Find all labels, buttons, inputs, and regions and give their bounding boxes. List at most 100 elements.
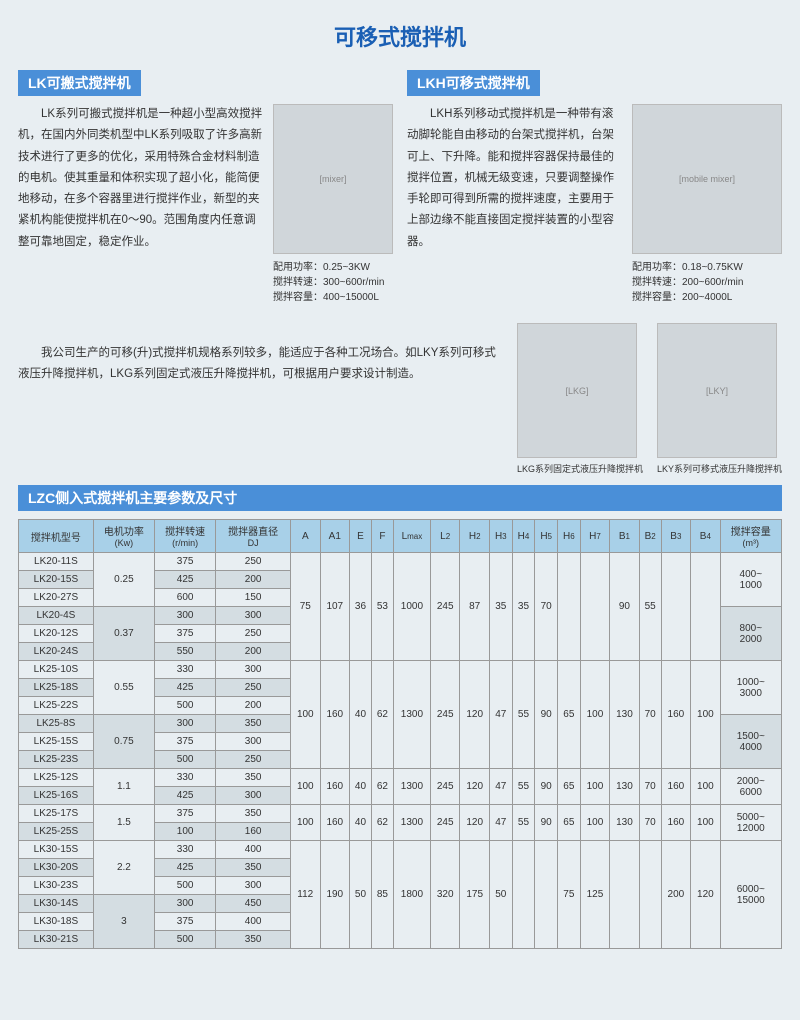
table-cell: 300	[216, 607, 291, 625]
table-cell: 70	[639, 661, 661, 769]
table-cell: 250	[216, 625, 291, 643]
table-cell: LK25-18S	[19, 679, 94, 697]
spec-table: 搅拌机型号 电机功率(Kw) 搅拌转速(r/min) 搅拌器直径DJ A A1 …	[18, 519, 782, 949]
lkg-block: [LKG] LKG系列固定式液压升降搅拌机	[517, 323, 643, 475]
table-cell: LK20-15S	[19, 571, 94, 589]
table-cell: 200	[216, 571, 291, 589]
table-cell: 330	[155, 661, 216, 679]
lky-block: [LKY] LKY系列可移式液压升降搅拌机	[657, 323, 782, 475]
table-cell: 160	[320, 805, 350, 841]
table-cell: 2000~ 6000	[720, 769, 781, 805]
table-cell: 500	[155, 697, 216, 715]
th-dj: 搅拌器直径DJ	[216, 520, 291, 553]
table-cell: 160	[320, 661, 350, 769]
th-lmax: Lmax	[393, 520, 430, 553]
table-cell: LK30-15S	[19, 841, 94, 859]
table-cell: LK25-25S	[19, 823, 94, 841]
table-cell: LK30-14S	[19, 895, 94, 913]
th-l2: L2	[430, 520, 460, 553]
lk-description: LK系列可搬式搅拌机是一种超小型高效搅拌机，在国内外同类机型中LK系列吸取了许多…	[18, 104, 263, 305]
table-cell: 425	[155, 787, 216, 805]
lk-spec-power: 配用功率：0.25~3KW	[273, 260, 393, 275]
table-cell: 245	[430, 661, 460, 769]
th-a: A	[291, 520, 321, 553]
table-cell: 70	[639, 769, 661, 805]
table-cell: 245	[430, 553, 460, 661]
lky-caption: LKY系列可移式液压升降搅拌机	[657, 462, 782, 475]
table-cell: 2.2	[93, 841, 154, 895]
table-cell: 100	[291, 805, 321, 841]
table-cell	[580, 553, 610, 661]
table-cell: 0.25	[93, 553, 154, 607]
th-h2: H2	[460, 520, 490, 553]
table-cell: 47	[489, 805, 512, 841]
table-cell: 55	[639, 553, 661, 661]
table-cell: 100	[580, 769, 610, 805]
table-cell: 1300	[393, 661, 430, 769]
th-a1: A1	[320, 520, 350, 553]
table-cell: LK25-23S	[19, 751, 94, 769]
table-cell: LK20-11S	[19, 553, 94, 571]
table-cell: 400	[216, 913, 291, 931]
table-cell: 250	[216, 553, 291, 571]
th-e: E	[350, 520, 372, 553]
table-cell: 375	[155, 733, 216, 751]
lk-image-block: [mixer] 配用功率：0.25~3KW 搅拌转速：300~600r/min …	[273, 104, 393, 305]
mid-section: 我公司生产的可移(升)式搅拌机规格系列较多，能适应于各种工况场合。如LKY系列可…	[18, 323, 782, 475]
table-cell: 75	[291, 553, 321, 661]
table-cell: 87	[460, 553, 490, 661]
lk-product-image: [mixer]	[273, 104, 393, 254]
table-row: LK25-17S1.537535010016040621300245120475…	[19, 805, 782, 823]
table-cell: 600	[155, 589, 216, 607]
table-row: LK20-11S0.253752507510736531000245873535…	[19, 553, 782, 571]
table-cell: 300	[216, 877, 291, 895]
table-row: LK25-10S0.553303001001604062130024512047…	[19, 661, 782, 679]
table-cell: 55	[512, 805, 535, 841]
table-cell: LK25-8S	[19, 715, 94, 733]
lk-column: LK可搬式搅拌机 LK系列可搬式搅拌机是一种超小型高效搅拌机，在国内外同类机型中…	[18, 70, 393, 305]
table-cell: 100	[580, 805, 610, 841]
table-cell: 300	[155, 607, 216, 625]
table-cell: 160	[216, 823, 291, 841]
th-f: F	[371, 520, 393, 553]
table-cell: 1300	[393, 805, 430, 841]
table-cell: 1.1	[93, 769, 154, 805]
lk-specs: 配用功率：0.25~3KW 搅拌转速：300~600r/min 搅拌容量：400…	[273, 260, 393, 305]
table-cell: 85	[371, 841, 393, 949]
table-cell: 125	[580, 841, 610, 949]
table-cell: 500	[155, 877, 216, 895]
table-cell: 0.75	[93, 715, 154, 769]
table-cell: LK20-12S	[19, 625, 94, 643]
table-cell: 0.37	[93, 607, 154, 661]
table-cell: 112	[291, 841, 321, 949]
table-cell: 1000	[393, 553, 430, 661]
table-cell: 70	[535, 553, 558, 661]
table-cell: 300	[216, 661, 291, 679]
table-cell: 450	[216, 895, 291, 913]
table-cell: 120	[460, 769, 490, 805]
table-cell: 47	[489, 661, 512, 769]
table-cell: LK25-17S	[19, 805, 94, 823]
mid-images: [LKG] LKG系列固定式液压升降搅拌机 [LKY] LKY系列可移式液压升降…	[517, 323, 782, 475]
table-cell: 120	[460, 661, 490, 769]
table-cell: 130	[610, 769, 640, 805]
table-cell: 47	[489, 769, 512, 805]
page-container: 可移式搅拌机 LK可搬式搅拌机 LK系列可搬式搅拌机是一种超小型高效搅拌机，在国…	[0, 0, 800, 961]
table-cell: 75	[558, 841, 581, 949]
lkh-spec-speed: 搅拌转速：200~600r/min	[632, 275, 782, 290]
table-cell: 100	[691, 805, 721, 841]
lkh-spec-power: 配用功率：0.18~0.75KW	[632, 260, 782, 275]
table-cell: 70	[639, 805, 661, 841]
table-cell: 55	[512, 769, 535, 805]
table-cell: 40	[350, 805, 372, 841]
th-b2: B2	[639, 520, 661, 553]
table-cell: 375	[155, 625, 216, 643]
table-cell: 350	[216, 805, 291, 823]
table-cell: 50	[350, 841, 372, 949]
table-cell: LK25-12S	[19, 769, 94, 787]
table-cell: LK20-24S	[19, 643, 94, 661]
table-cell: 300	[155, 895, 216, 913]
table-cell: 250	[216, 751, 291, 769]
table-cell: 400	[216, 841, 291, 859]
th-speed: 搅拌转速(r/min)	[155, 520, 216, 553]
